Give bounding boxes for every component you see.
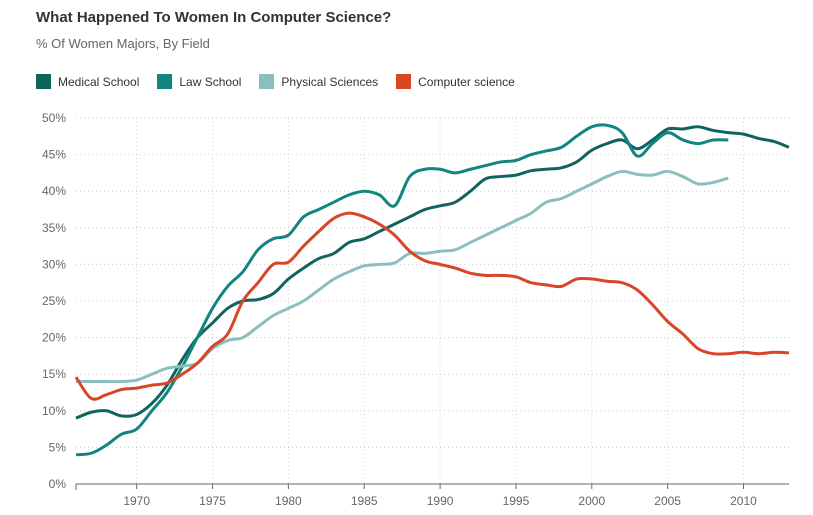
y-tick-label: 50%: [42, 111, 66, 125]
legend: Medical School Law School Physical Scien…: [36, 74, 515, 89]
y-tick-label: 10%: [42, 404, 66, 418]
x-tick-label: 1990: [427, 494, 454, 508]
legend-label: Physical Sciences: [281, 74, 379, 89]
y-tick-label: 30%: [42, 257, 66, 271]
chart-title: What Happened To Women In Computer Scien…: [36, 9, 392, 26]
x-tick-label: 2000: [578, 494, 605, 508]
y-tick-label: 0%: [49, 477, 67, 491]
y-tick-label: 35%: [42, 221, 66, 235]
x-tick-label: 2010: [730, 494, 757, 508]
legend-swatch: [36, 74, 51, 89]
y-tick-label: 25%: [42, 294, 66, 308]
x-tick-label: 1970: [123, 494, 150, 508]
series-line-physical-sciences: [76, 169, 729, 384]
y-tick-label: 15%: [42, 367, 66, 381]
y-tick-label: 20%: [42, 331, 66, 345]
y-tick-label: 40%: [42, 184, 66, 198]
legend-item-law: Law School: [157, 74, 241, 89]
x-tick-label: 1995: [503, 494, 530, 508]
legend-label: Medical School: [58, 74, 140, 89]
legend-item-medical: Medical School: [36, 74, 139, 89]
legend-swatch: [396, 74, 412, 89]
legend-item-cs: Computer science: [396, 74, 515, 89]
legend-item-physical: Physical Sciences: [259, 74, 378, 89]
x-tick-label: 1980: [275, 494, 302, 508]
legend-swatch: [259, 74, 275, 89]
legend-label: Law School: [179, 74, 242, 89]
series-line-computer-science: [74, 211, 790, 401]
chart-subtitle: % Of Women Majors, By Field: [36, 36, 210, 51]
legend-label: Computer science: [418, 74, 515, 89]
y-tick-label: 5%: [49, 440, 67, 454]
legend-swatch: [157, 74, 173, 89]
series-line-law-school: [75, 123, 729, 457]
x-tick-label: 1985: [351, 494, 378, 508]
x-tick-label: 1975: [199, 494, 226, 508]
x-tick-label: 2005: [654, 494, 681, 508]
y-tick-label: 45%: [42, 148, 66, 162]
